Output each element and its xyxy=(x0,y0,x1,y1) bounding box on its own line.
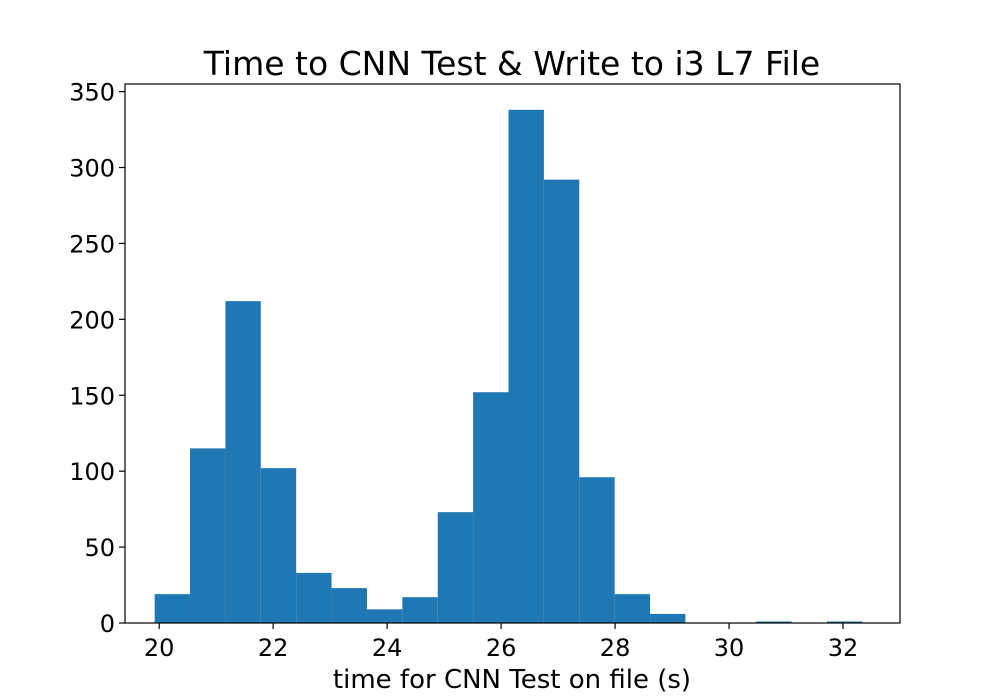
bars-group xyxy=(154,109,863,623)
y-tick-label: 350 xyxy=(69,79,115,107)
chart-title: Time to CNN Test & Write to i3 L7 File xyxy=(203,44,820,83)
histogram-bar-3 xyxy=(260,468,297,623)
histogram-bar-1 xyxy=(190,448,226,623)
x-axis-label: time for CNN Test on file (s) xyxy=(333,665,691,695)
x-tick-label: 24 xyxy=(372,634,403,662)
x-tick-label: 26 xyxy=(486,634,517,662)
histogram-bar-0 xyxy=(154,594,191,623)
histogram-bar-5 xyxy=(331,588,367,623)
histogram-bar-19 xyxy=(827,621,863,623)
y-tick-label: 200 xyxy=(69,306,115,334)
y-tick-label: 150 xyxy=(69,382,115,410)
histogram-bar-17 xyxy=(756,621,792,623)
histogram-bar-11 xyxy=(543,179,580,623)
histogram-bar-4 xyxy=(296,572,332,623)
x-tick-label: 28 xyxy=(600,634,631,662)
y-axis-ticks: 0 50 100 150 200 250 300 350 xyxy=(69,79,125,638)
histogram-bar-2 xyxy=(225,301,261,623)
histogram-bar-6 xyxy=(366,609,403,623)
histogram-bar-12 xyxy=(579,477,615,623)
y-tick-label: 300 xyxy=(69,155,115,183)
histogram-bar-7 xyxy=(402,597,438,623)
histogram-bar-14 xyxy=(650,613,686,623)
y-tick-label: 0 xyxy=(100,610,115,638)
plot-frame xyxy=(124,83,901,624)
x-tick-label: 22 xyxy=(258,634,289,662)
histogram-bar-13 xyxy=(614,594,651,623)
histogram-bar-9 xyxy=(473,392,509,623)
histogram-bar-10 xyxy=(508,109,544,623)
x-tick-label: 20 xyxy=(144,634,175,662)
y-tick-label: 250 xyxy=(69,230,115,258)
histogram-bar-8 xyxy=(437,512,474,623)
x-axis-ticks: 20 22 24 26 28 30 32 xyxy=(144,623,858,662)
x-tick-label: 30 xyxy=(714,634,745,662)
y-tick-label: 50 xyxy=(84,534,115,562)
y-tick-label: 100 xyxy=(69,458,115,486)
x-tick-label: 32 xyxy=(828,634,859,662)
